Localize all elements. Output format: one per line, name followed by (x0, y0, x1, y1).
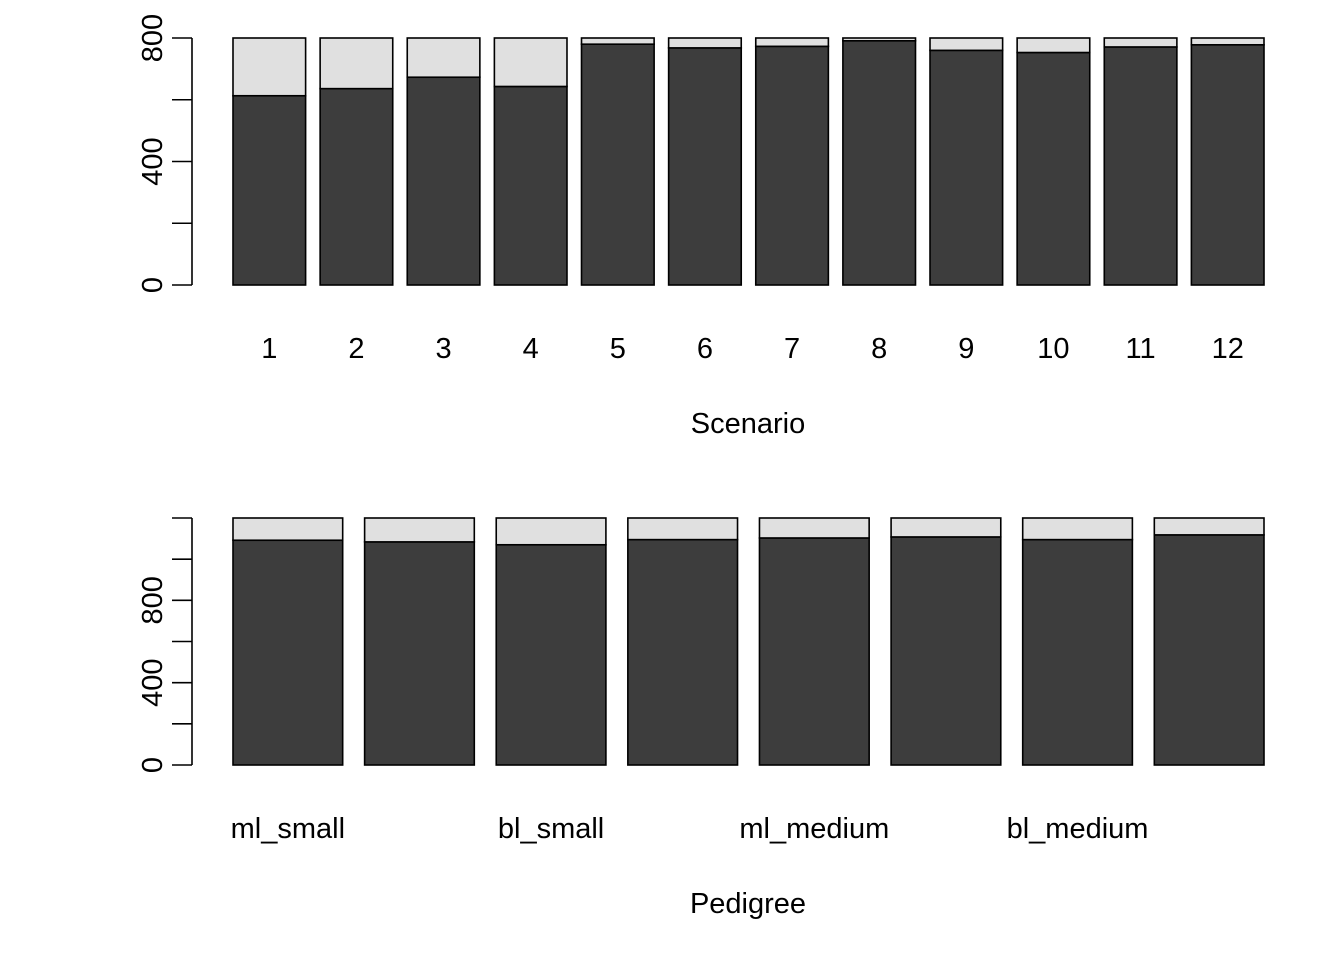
scenario-x-tick-label-5: 5 (610, 333, 626, 365)
scenario-bar-4-lower (494, 86, 567, 285)
pedigree-bar-5-lower (759, 538, 869, 765)
pedigree-bar-6-upper (891, 518, 1001, 537)
scenario-x-tick-label-11: 11 (1126, 333, 1156, 365)
scenario-x-tick-label-7: 7 (784, 333, 800, 365)
scenario-bar-11-lower (1104, 47, 1177, 285)
pedigree-bar-4-upper (628, 518, 738, 540)
pedigree-bar-2-lower (365, 542, 475, 765)
scenario-bar-1-lower (233, 96, 306, 285)
scenario-bars (233, 38, 1264, 285)
scenario-bar-7-lower (756, 46, 829, 285)
pedigree-y-tick-label-0: 0 (137, 757, 169, 773)
pedigree-x-tick-label-5: ml_medium (739, 813, 889, 845)
pedigree-bar-6-lower (891, 537, 1001, 765)
pedigree-bar-8-upper (1154, 518, 1264, 535)
scenario-y-tick-label-2: 800 (137, 14, 169, 62)
pedigree-bar-2-upper (365, 518, 475, 542)
scenario-x-tick-label-1: 1 (261, 333, 277, 365)
scenario-bar-1-upper (233, 38, 306, 96)
pedigree-x-tick-label-3: bl_small (498, 813, 604, 845)
scenario-bar-8-upper (843, 38, 916, 41)
scenario-bar-7-upper (756, 38, 829, 46)
pedigree-bar-8-lower (1154, 535, 1264, 765)
scenario-bar-11-upper (1104, 38, 1177, 47)
pedigree-bar-7-lower (1023, 540, 1133, 765)
pedigree-bar-3-upper (496, 518, 606, 545)
pedigree-panel: 0 400 800 ml_small bl_small ml_medium bl_medi… (137, 518, 1264, 920)
scenario-bar-2-upper (320, 38, 393, 89)
scenario-bar-12-upper (1191, 38, 1264, 45)
pedigree-bar-3-lower (496, 545, 606, 765)
pedigree-x-tick-labels: ml_small bl_small ml_medium bl_medium (231, 813, 1149, 845)
scenario-y-tick-label-1: 400 (137, 137, 169, 185)
pedigree-y-tick-label-2: 800 (137, 576, 169, 624)
scenario-x-tick-label-3: 3 (435, 333, 451, 365)
pedigree-bar-5-upper (759, 518, 869, 538)
scenario-bar-5-upper (582, 38, 655, 44)
scenario-x-tick-label-4: 4 (523, 333, 539, 365)
scenario-y-axis: 0 400 800 (137, 14, 192, 293)
scenario-bar-8-lower (843, 41, 916, 285)
pedigree-bar-1-upper (233, 518, 343, 540)
scenario-x-axis-label: Scenario (691, 408, 805, 440)
scenario-bar-6-upper (669, 38, 742, 48)
scenario-bar-10-upper (1017, 38, 1090, 53)
scenario-bar-3-lower (407, 77, 480, 285)
pedigree-bars (233, 518, 1264, 765)
scenario-bar-5-lower (582, 44, 655, 285)
pedigree-x-axis-label: Pedigree (690, 888, 806, 920)
pedigree-y-axis: 0 400 800 (137, 518, 192, 773)
scenario-bar-6-lower (669, 48, 742, 285)
scenario-x-tick-label-2: 2 (348, 333, 364, 365)
scenario-x-tick-label-6: 6 (697, 333, 713, 365)
pedigree-x-tick-label-1: ml_small (231, 813, 345, 845)
scenario-bar-4-upper (494, 38, 567, 86)
scenario-bar-12-lower (1191, 45, 1264, 285)
scenario-bar-3-upper (407, 38, 480, 77)
scenario-bar-2-lower (320, 89, 393, 285)
scenario-bar-10-lower (1017, 53, 1090, 285)
scenario-bar-9-lower (930, 50, 1003, 285)
scenario-x-tick-label-12: 12 (1212, 333, 1244, 365)
scenario-x-tick-labels: 1 2 3 4 5 6 7 8 9 10 11 12 (261, 333, 1244, 365)
pedigree-x-tick-label-7: bl_medium (1007, 813, 1149, 845)
scenario-bar-9-upper (930, 38, 1003, 50)
scenario-y-tick-label-0: 0 (137, 277, 169, 293)
scenario-x-tick-label-8: 8 (871, 333, 887, 365)
pedigree-bar-1-lower (233, 540, 343, 765)
pedigree-bar-7-upper (1023, 518, 1133, 540)
pedigree-y-tick-label-1: 400 (137, 658, 169, 706)
scenario-x-tick-label-9: 9 (958, 333, 974, 365)
pedigree-bar-4-lower (628, 540, 738, 765)
scenario-x-tick-label-10: 10 (1037, 333, 1069, 365)
